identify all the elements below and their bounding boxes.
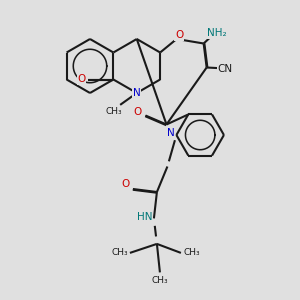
Text: CH₃: CH₃ — [152, 276, 168, 285]
Text: N: N — [167, 128, 175, 138]
Text: HN: HN — [136, 212, 152, 222]
Text: N: N — [133, 88, 141, 98]
Text: CH₃: CH₃ — [111, 248, 128, 257]
Text: O: O — [121, 178, 130, 189]
Text: CN: CN — [218, 64, 233, 74]
Text: O: O — [175, 30, 183, 40]
Text: O: O — [77, 74, 86, 85]
Text: O: O — [134, 107, 142, 117]
Text: CH₃: CH₃ — [184, 248, 201, 257]
Text: NH₂: NH₂ — [207, 28, 227, 38]
Text: CH₃: CH₃ — [106, 107, 123, 116]
